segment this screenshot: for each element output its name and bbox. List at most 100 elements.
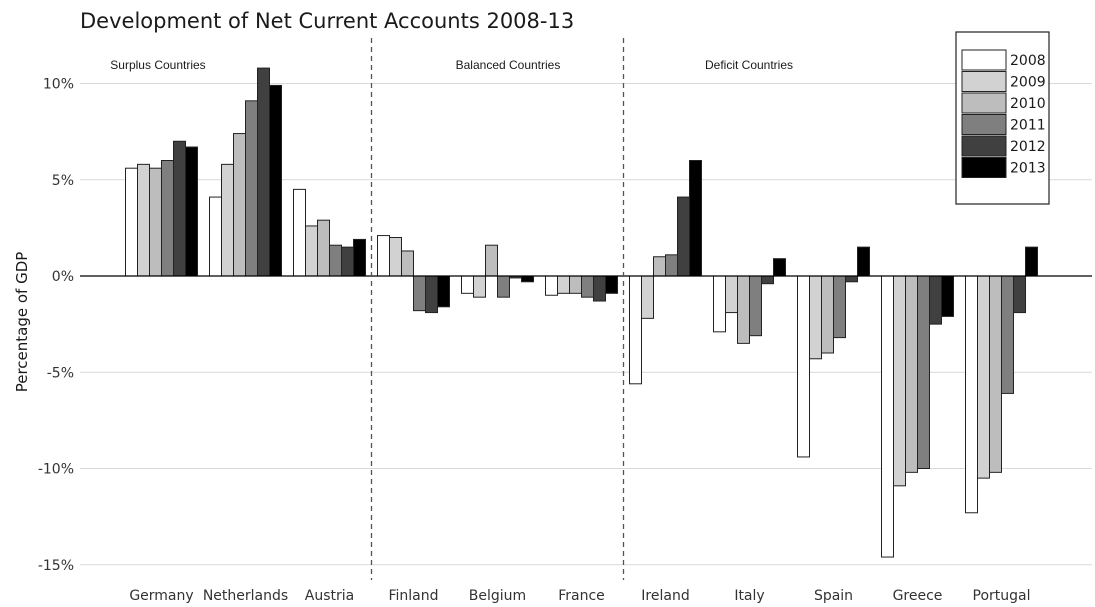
bar-germany-2009 [137, 163, 150, 277]
bar-austria-2010 [317, 219, 330, 277]
bar-greece-2013 [941, 275, 954, 317]
legend-swatch-2008 [961, 49, 1007, 71]
bar-netherlands-2013 [269, 84, 282, 277]
bar-portugal-2011 [1001, 275, 1014, 394]
group-labels: Surplus Countries Balanced Countries Defic… [110, 58, 793, 72]
bar-portugal-2009 [977, 275, 990, 479]
bar-finland-2012 [425, 275, 438, 314]
chart-title: Development of Net Current Accounts 2008… [80, 9, 574, 33]
bar-portugal-2013 [1025, 246, 1038, 277]
y-axis-label: Percentage of GDP [13, 252, 31, 393]
group-label: Surplus Countries [110, 58, 205, 72]
bar-italy-2010 [737, 275, 750, 344]
legend-label: 2012 [1010, 139, 1046, 155]
bar-france-2012 [593, 275, 606, 302]
x-tick-label: Netherlands [203, 588, 288, 604]
bar-france-2011 [581, 275, 594, 298]
bar-greece-2011 [917, 275, 930, 469]
y-tick-label: -5% [47, 365, 74, 381]
y-tick-label: 0% [52, 269, 74, 285]
x-tick-label: Ireland [641, 588, 689, 604]
bar-ireland-2010 [653, 256, 666, 277]
bar-austria-2013 [353, 238, 366, 277]
bar-netherlands-2009 [221, 163, 234, 277]
bar-belgium-2010 [485, 244, 498, 277]
legend-swatch-2011 [961, 114, 1007, 135]
bar-spain-2012 [845, 275, 858, 283]
bar-ireland-2011 [665, 254, 678, 277]
legend-swatch-2013 [961, 157, 1007, 178]
y-tick-labels: 10% 5% 0% -5% -10% -15% [38, 77, 74, 574]
bar-finland-2013 [437, 275, 450, 308]
x-tick-label: Austria [305, 588, 354, 604]
bar-spain-2013 [857, 246, 870, 277]
bar-belgium-2011 [497, 275, 510, 298]
bar-greece-2010 [905, 275, 918, 473]
bar-greece-2012 [929, 275, 942, 325]
legend-swatch-2010 [961, 92, 1007, 114]
y-tick-label: 10% [43, 77, 74, 93]
y-tick-label: -15% [38, 558, 74, 574]
bar-germany-2010 [149, 167, 162, 277]
bar-germany-2012 [173, 140, 186, 277]
legend-label: 2010 [1010, 96, 1046, 112]
bar-ireland-2008 [629, 275, 642, 385]
bar-france-2010 [569, 275, 582, 294]
bar-italy-2009 [725, 275, 738, 314]
bar-finland-2009 [389, 237, 402, 277]
x-tick-label: Spain [814, 588, 853, 604]
bar-france-2008 [545, 275, 558, 296]
bar-netherlands-2010 [233, 133, 246, 277]
legend: 2008 2009 2010 2011 2012 2013 [955, 31, 1050, 205]
bar-italy-2013 [773, 258, 786, 277]
bar-ireland-2009 [641, 275, 654, 319]
y-tick-label: 5% [52, 173, 74, 189]
bar-germany-2008 [125, 167, 138, 277]
x-tick-label: Belgium [469, 588, 526, 604]
legend-swatch-2012 [961, 135, 1007, 157]
bar-france-2009 [557, 275, 570, 294]
bar-italy-2008 [713, 275, 726, 333]
bar-spain-2010 [821, 275, 834, 354]
bar-netherlands-2012 [257, 67, 270, 277]
bar-greece-2008 [881, 275, 894, 558]
legend-label: 2011 [1010, 118, 1046, 134]
bar-belgium-2008 [461, 275, 474, 294]
group-separators [370, 38, 625, 580]
bar-spain-2009 [809, 275, 822, 360]
bar-portugal-2010 [989, 275, 1002, 473]
x-tick-label: Italy [734, 588, 764, 604]
legend-label: 2009 [1010, 75, 1046, 91]
x-tick-label: Germany [129, 588, 193, 604]
bar-finland-2011 [413, 275, 426, 312]
bar-belgium-2009 [473, 275, 486, 298]
x-tick-label: France [558, 588, 605, 604]
group-label: Balanced Countries [456, 58, 561, 72]
bar-spain-2011 [833, 275, 846, 339]
bar-ireland-2012 [677, 196, 690, 277]
x-tick-label: Portugal [973, 588, 1031, 604]
bar-germany-2013 [185, 146, 198, 277]
bars [125, 67, 1038, 558]
legend-label: 2008 [1010, 53, 1046, 69]
bar-portugal-2012 [1013, 275, 1026, 314]
bar-ireland-2013 [689, 160, 702, 277]
bar-greece-2009 [893, 275, 906, 487]
x-tick-labels: Germany Netherlands Austria Finland Belgium F… [129, 588, 1030, 604]
bar-belgium-2013 [521, 275, 534, 283]
bar-portugal-2008 [965, 275, 978, 514]
bar-austria-2011 [329, 244, 342, 277]
bar-austria-2012 [341, 246, 354, 277]
group-label: Deficit Countries [705, 58, 793, 72]
x-tick-label: Finland [388, 588, 438, 604]
bar-germany-2011 [161, 160, 174, 277]
bar-finland-2010 [401, 250, 414, 277]
bar-austria-2008 [293, 188, 306, 277]
y-tick-label: -10% [38, 462, 74, 478]
x-tick-label: Greece [893, 588, 943, 604]
legend-label: 2013 [1010, 161, 1046, 177]
bar-italy-2012 [761, 275, 774, 285]
bar-italy-2011 [749, 275, 762, 337]
bar-netherlands-2011 [245, 100, 258, 277]
